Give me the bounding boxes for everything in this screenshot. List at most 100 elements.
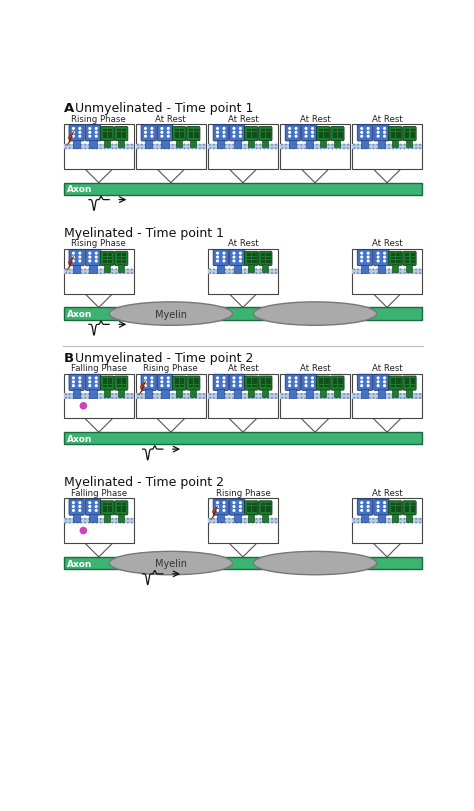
Ellipse shape bbox=[180, 393, 182, 396]
Ellipse shape bbox=[115, 144, 117, 147]
Ellipse shape bbox=[267, 144, 269, 147]
Circle shape bbox=[377, 261, 379, 263]
Bar bbox=[410, 504, 415, 506]
Circle shape bbox=[223, 257, 225, 259]
Ellipse shape bbox=[320, 148, 322, 150]
Ellipse shape bbox=[373, 397, 374, 399]
Ellipse shape bbox=[100, 393, 102, 396]
Circle shape bbox=[217, 257, 219, 259]
Ellipse shape bbox=[289, 397, 291, 399]
Ellipse shape bbox=[353, 397, 355, 399]
Ellipse shape bbox=[80, 518, 82, 520]
Ellipse shape bbox=[328, 397, 329, 399]
Ellipse shape bbox=[244, 397, 246, 399]
Ellipse shape bbox=[312, 397, 314, 399]
Ellipse shape bbox=[148, 148, 151, 150]
Ellipse shape bbox=[80, 269, 82, 271]
Ellipse shape bbox=[127, 397, 129, 399]
Circle shape bbox=[311, 128, 313, 130]
Ellipse shape bbox=[373, 272, 374, 275]
Ellipse shape bbox=[232, 518, 234, 520]
Ellipse shape bbox=[324, 397, 326, 399]
Bar bbox=[391, 130, 395, 132]
Circle shape bbox=[95, 381, 97, 383]
Circle shape bbox=[367, 510, 369, 512]
Ellipse shape bbox=[312, 393, 314, 396]
Circle shape bbox=[89, 502, 91, 504]
Bar bbox=[361, 514, 368, 523]
Bar bbox=[405, 507, 409, 509]
Circle shape bbox=[367, 378, 369, 380]
Ellipse shape bbox=[119, 393, 121, 396]
Ellipse shape bbox=[419, 518, 421, 520]
Circle shape bbox=[377, 385, 379, 387]
Bar bbox=[208, 125, 278, 169]
Circle shape bbox=[223, 502, 225, 504]
Bar bbox=[64, 518, 134, 524]
Circle shape bbox=[79, 506, 81, 508]
Bar bbox=[103, 379, 107, 381]
Ellipse shape bbox=[76, 522, 79, 524]
Bar bbox=[217, 140, 224, 149]
Ellipse shape bbox=[187, 144, 189, 147]
Ellipse shape bbox=[335, 148, 337, 150]
Bar bbox=[252, 260, 256, 264]
Ellipse shape bbox=[275, 393, 277, 396]
Circle shape bbox=[377, 136, 379, 138]
Ellipse shape bbox=[369, 393, 371, 396]
Circle shape bbox=[367, 381, 369, 383]
Ellipse shape bbox=[248, 397, 250, 399]
Circle shape bbox=[79, 510, 81, 512]
Bar bbox=[162, 390, 169, 398]
Circle shape bbox=[239, 132, 241, 134]
Ellipse shape bbox=[292, 393, 295, 396]
Ellipse shape bbox=[275, 144, 277, 147]
Bar bbox=[103, 260, 107, 264]
Ellipse shape bbox=[156, 393, 158, 396]
Bar bbox=[252, 385, 256, 388]
Ellipse shape bbox=[88, 397, 90, 399]
Ellipse shape bbox=[236, 148, 238, 150]
Ellipse shape bbox=[175, 148, 178, 150]
Ellipse shape bbox=[365, 518, 367, 520]
Circle shape bbox=[305, 385, 307, 387]
Bar bbox=[405, 385, 409, 388]
FancyBboxPatch shape bbox=[389, 252, 402, 266]
Bar bbox=[252, 257, 256, 260]
Ellipse shape bbox=[96, 393, 98, 396]
Ellipse shape bbox=[244, 272, 246, 275]
Ellipse shape bbox=[361, 269, 363, 271]
Ellipse shape bbox=[119, 518, 121, 520]
Circle shape bbox=[377, 378, 379, 380]
Circle shape bbox=[233, 128, 235, 130]
Bar bbox=[175, 385, 179, 388]
Ellipse shape bbox=[361, 397, 363, 399]
Ellipse shape bbox=[384, 148, 386, 150]
Bar bbox=[122, 133, 127, 135]
Text: At Rest: At Rest bbox=[372, 488, 402, 497]
Circle shape bbox=[377, 132, 379, 134]
Ellipse shape bbox=[353, 393, 355, 396]
Bar bbox=[117, 507, 121, 509]
FancyBboxPatch shape bbox=[114, 501, 128, 515]
Bar bbox=[262, 265, 268, 272]
Ellipse shape bbox=[80, 148, 82, 150]
Circle shape bbox=[233, 136, 235, 138]
Bar bbox=[252, 136, 256, 139]
Text: Rising Phase: Rising Phase bbox=[72, 239, 126, 248]
Ellipse shape bbox=[65, 148, 67, 150]
Ellipse shape bbox=[275, 397, 277, 399]
Ellipse shape bbox=[96, 397, 98, 399]
Bar bbox=[108, 260, 112, 264]
FancyBboxPatch shape bbox=[245, 252, 258, 266]
Circle shape bbox=[367, 136, 369, 138]
Ellipse shape bbox=[259, 397, 262, 399]
FancyBboxPatch shape bbox=[85, 375, 100, 391]
Circle shape bbox=[367, 506, 369, 508]
Ellipse shape bbox=[175, 144, 178, 147]
Text: A: A bbox=[64, 102, 74, 115]
Ellipse shape bbox=[92, 397, 94, 399]
Bar bbox=[396, 382, 401, 384]
Ellipse shape bbox=[353, 518, 355, 520]
Bar bbox=[136, 394, 206, 399]
